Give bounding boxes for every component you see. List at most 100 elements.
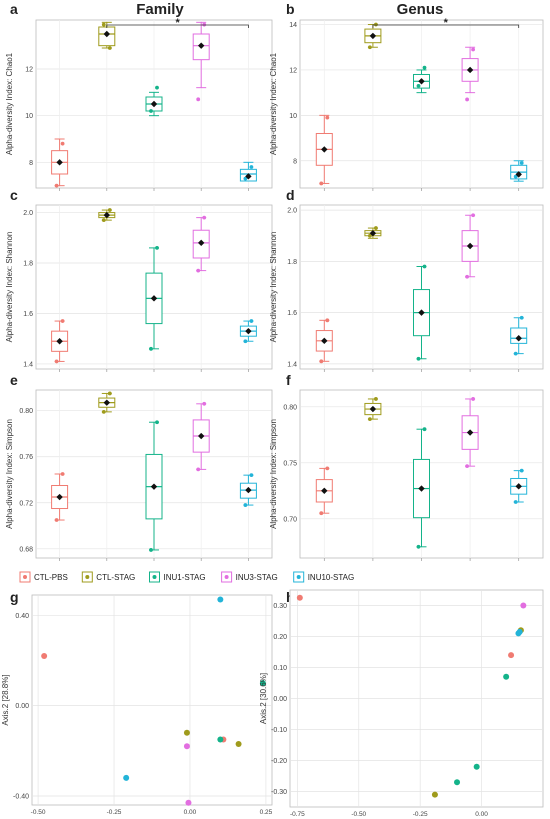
column-header-family: Family (136, 1, 184, 18)
scatter-point (259, 680, 266, 687)
data-point (149, 346, 153, 351)
data-point (196, 97, 201, 102)
box-inu3-stag (461, 213, 479, 279)
data-point (325, 466, 330, 471)
data-point (196, 268, 201, 273)
tick-label-y: 0.40 (15, 613, 29, 620)
data-point (155, 85, 159, 90)
tick-label-y: 0.76 (19, 454, 33, 461)
data-point (243, 503, 248, 507)
data-point (60, 319, 65, 323)
tick-label-y: 0.80 (283, 404, 297, 411)
mean-marker (198, 42, 205, 49)
tick-label-x: -0.75 (290, 811, 305, 818)
data-point (513, 351, 518, 356)
legend-swatch-dot (224, 575, 229, 579)
legend-item-ctl-pbs: CTL-PBS (19, 571, 68, 583)
scatter-point (123, 774, 130, 781)
axis-label-y: Alpha-diversity Index: Shannon (269, 232, 278, 343)
scatter-point (235, 741, 242, 748)
mean-marker (466, 66, 474, 74)
legend-item-ctl-stag: CTL-STAG (81, 571, 135, 583)
box-ctl-stag (364, 22, 382, 50)
legend-item-inu1-stag: INU1-STAG (149, 571, 206, 583)
data-point (519, 468, 524, 473)
data-point (155, 245, 159, 250)
data-point (374, 22, 378, 27)
data-point (149, 548, 153, 552)
axis-label-y: Alpha-diversity Index: Simpson (5, 419, 14, 529)
data-point (101, 218, 106, 223)
box-ctl-pbs (315, 466, 333, 516)
panel-b: b 8 10 12 14 Alpha-diversity Index: Chao1 * (269, 1, 544, 191)
data-point (249, 473, 254, 478)
data-point (465, 97, 469, 102)
tick-label-y: 12 (25, 67, 33, 74)
mean-marker (150, 100, 158, 108)
panel-a: a 8 10 12 Alpha-diversity Index: Chao1 * (5, 1, 273, 191)
legend-item-inu3-stag: INU3-STAG (221, 571, 278, 583)
tick-label-y: 0.75 (283, 460, 297, 467)
scatter-point (296, 594, 303, 601)
scatter-point (431, 791, 438, 798)
tick-label-x: 0.25 (260, 809, 273, 816)
mean-marker (245, 173, 252, 180)
box-inu1-stag (145, 420, 163, 552)
plot-frame (31, 594, 273, 806)
data-point (319, 359, 324, 364)
panel-label-a: a (10, 1, 18, 17)
tick-label-y: -0.30 (271, 789, 287, 796)
tick-label-y: 10 (289, 113, 297, 120)
mean-marker (418, 309, 425, 316)
tick-label-y: 0.00 (273, 696, 287, 703)
data-point (155, 420, 159, 425)
data-point (374, 397, 378, 401)
tick-label-y: 2.0 (23, 210, 33, 217)
tick-label-y: 1.4 (23, 361, 33, 368)
panel-label-f: f (286, 372, 291, 388)
data-point (471, 47, 475, 52)
legend-label: INU1-STAG (164, 573, 206, 582)
data-point (149, 109, 153, 113)
box-ctl-pbs (51, 138, 69, 188)
tick-label-y: 0.30 (273, 603, 287, 610)
data-point (368, 233, 372, 238)
mean-marker (198, 239, 205, 247)
tick-label-y: 1.4 (287, 361, 297, 368)
box-inu1-stag (145, 85, 163, 117)
tick-label-y: -0.10 (271, 727, 287, 734)
mean-marker (369, 229, 377, 237)
tick-label-y: -0.40 (13, 793, 29, 800)
tick-label-y: 0.10 (273, 665, 287, 672)
data-point (54, 359, 59, 364)
mean-marker (56, 159, 63, 166)
tick-label-y: 0.00 (15, 703, 29, 710)
box-ctl-pbs (315, 318, 333, 364)
box-inu1-stag (413, 427, 430, 549)
scatter-point (516, 628, 523, 635)
panel-g: g -0.40 0.00 0.40 Axis.2 [28.8%] -0.50 -0.25 0.… (1, 589, 273, 816)
axis-label-y: Alpha-diversity Index: Simpson (269, 419, 278, 529)
box-ctl-stag (364, 397, 382, 422)
significance-bracket (372, 24, 520, 28)
data-point (107, 46, 112, 50)
data-point (513, 500, 518, 504)
axis-label-y: Axis.2 [28.8%] (1, 674, 10, 725)
data-point (422, 65, 427, 70)
box-ctl-pbs (51, 319, 69, 364)
mean-marker (466, 429, 474, 436)
mean-marker (466, 242, 474, 250)
scatter-point (217, 596, 224, 603)
tick-label-x: -0.25 (413, 811, 428, 818)
mean-marker (515, 335, 522, 342)
panel-c: c 1.4 1.6 1.8 2.0 Alpha-diversity Index: Shan… (5, 187, 273, 372)
legend-swatch-dot (23, 575, 27, 579)
axis-label-y: Alpha-diversity Index: Chao1 (269, 52, 278, 155)
column-header-genus: Genus (397, 1, 444, 18)
data-point (519, 161, 524, 165)
box-inu3-stag (461, 46, 479, 102)
significance-label: * (175, 17, 180, 29)
data-point (416, 544, 421, 549)
data-point (202, 401, 207, 406)
mean-marker (103, 399, 110, 406)
